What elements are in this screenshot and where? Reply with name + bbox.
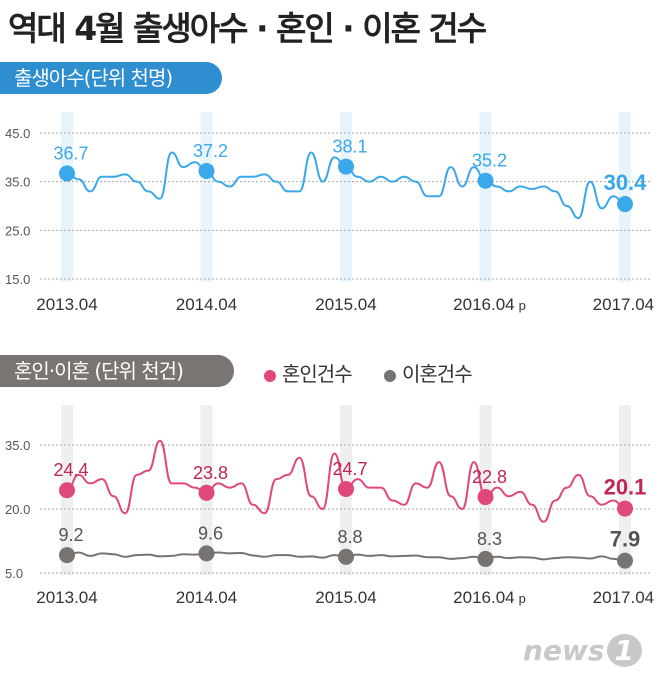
april-band [200, 112, 213, 282]
data-label: 30.4 [604, 170, 648, 195]
data-point [338, 548, 354, 565]
data-point [59, 547, 75, 564]
data-label: 8.3 [477, 529, 502, 549]
data-label: 37.2 [193, 141, 228, 161]
x-tick-label: 2016.04 p [453, 588, 526, 607]
data-point [198, 484, 215, 501]
legend-divorce-label: 이혼건수 [402, 362, 473, 386]
data-point [617, 196, 633, 213]
x-tick-label: 2017.04p [593, 295, 658, 314]
data-label: 24.7 [332, 459, 367, 479]
data-point [477, 550, 494, 567]
x-tick-label: 2013.04 [36, 588, 97, 607]
data-label: 22.8 [472, 467, 507, 487]
y-tick-label: 5.0 [5, 566, 23, 581]
legend-divorce: 이혼건수 [384, 358, 473, 387]
news1-logo: news 1 [523, 634, 642, 667]
data-label: 23.8 [193, 463, 228, 483]
births-section-label: 출생아수(단위 천명) [0, 62, 222, 94]
y-tick-label: 20.0 [5, 502, 30, 517]
data-point [617, 500, 633, 517]
x-tick-label: 2013.04 [36, 295, 97, 314]
y-tick-label: 25.0 [5, 223, 30, 238]
marriage-divorce-section-label: 혼인·이혼 (단위 천건) [0, 355, 234, 387]
page-title: 역대 4월 출생아수 · 혼인 · 이혼 건수 [8, 9, 487, 48]
data-label: 35.2 [472, 151, 507, 171]
data-label: 8.8 [337, 527, 362, 547]
x-tick-label: 2014.04 [176, 588, 237, 607]
data-label: 7.9 [610, 527, 641, 552]
data-point [477, 172, 494, 189]
data-point [338, 480, 354, 497]
data-point [617, 552, 633, 569]
data-point [198, 162, 215, 179]
data-label: 36.7 [53, 143, 88, 163]
april-band [619, 405, 631, 575]
data-label: 9.6 [198, 523, 223, 543]
data-point [338, 158, 354, 175]
april-band [479, 112, 492, 282]
data-point [59, 165, 75, 182]
legend-marriage-dot [264, 369, 276, 382]
legend-marriage: 혼인건수 [264, 358, 353, 387]
data-label: 20.1 [604, 475, 647, 500]
x-tick-label: 2015.04 [315, 295, 376, 314]
x-tick-label: 2015.04 [315, 588, 376, 607]
april-band [340, 112, 352, 282]
legend-divorce-dot [384, 369, 396, 382]
data-label: 9.2 [58, 525, 83, 545]
y-tick-label: 35.0 [5, 438, 30, 453]
april-band [61, 112, 73, 282]
data-point [59, 482, 75, 499]
x-tick-label: 2017.04p [593, 588, 658, 607]
y-tick-label: 15.0 [5, 272, 30, 287]
data-point [477, 489, 494, 506]
y-tick-label: 35.0 [5, 175, 30, 190]
legend-marriage-label: 혼인건수 [282, 362, 353, 386]
data-label: 24.4 [53, 460, 88, 480]
x-tick-label: 2016.04 p [453, 295, 526, 314]
x-tick-label: 2014.04 [176, 295, 237, 314]
provisional-suffix: p [519, 298, 526, 313]
y-tick-label: 45.0 [5, 126, 30, 141]
data-label: 38.1 [332, 137, 367, 157]
provisional-suffix: p [519, 591, 526, 606]
data-point [198, 545, 215, 562]
